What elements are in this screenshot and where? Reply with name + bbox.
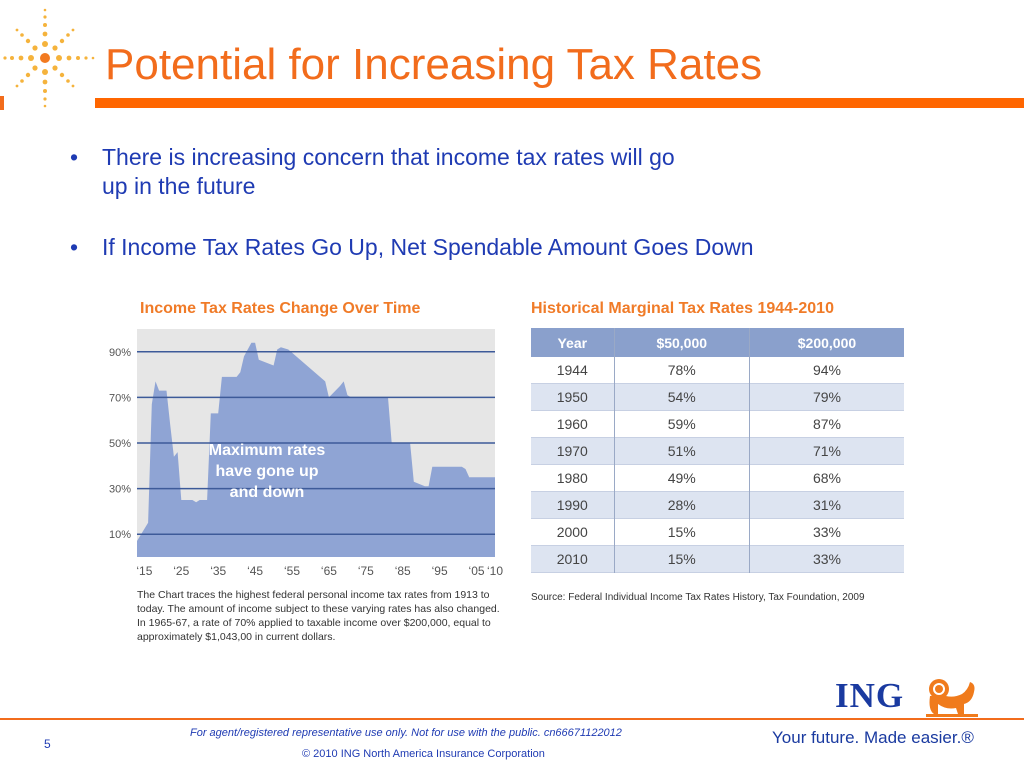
chart-annotation-line: Maximum rates xyxy=(209,442,326,459)
cell-rate-200000: 31% xyxy=(748,491,904,519)
chart-title: Income Tax Rates Change Over Time xyxy=(140,300,421,317)
chart-xtick-label: ‘25 xyxy=(173,564,189,578)
bullet-1-line-1: There is increasing concern that income … xyxy=(102,144,675,170)
chart-xtick-label: ‘75 xyxy=(358,564,374,578)
chart-xtick-label: ‘05 xyxy=(469,564,485,578)
chart-ytick-label: 90% xyxy=(109,347,131,359)
ing-lion-icon xyxy=(926,679,978,717)
table-row: 1980 49% 68% xyxy=(531,464,904,492)
cell-year: 1990 xyxy=(531,491,615,519)
cell-rate-50000: 15% xyxy=(613,518,750,546)
cell-year: 1980 xyxy=(556,470,588,486)
footer-disclaimer: For agent/registered representative use … xyxy=(190,727,622,739)
cell-rate-200000: 79% xyxy=(748,383,904,411)
table-row: 1944 78% 94% xyxy=(531,357,904,384)
chart-note-line: The Chart traces the highest federal per… xyxy=(137,589,490,601)
footer-copyright: © 2010 ING North America Insurance Corpo… xyxy=(302,748,545,760)
chart-note-line: In 1965-67, a rate of 70% applied to tax… xyxy=(137,617,491,629)
cell-rate-200000: 71% xyxy=(748,437,904,465)
chart-xtick-label: ‘95 xyxy=(432,564,448,578)
bullet-2-text: If Income Tax Rates Go Up, Net Spendable… xyxy=(102,234,754,260)
column-header-50000: $50,000 xyxy=(613,328,750,357)
bullet-1-line-2: up in the future xyxy=(102,173,256,199)
ing-tagline: Your future. Made easier.® xyxy=(772,728,974,747)
title-underline xyxy=(95,98,1024,108)
cell-year: 2000 xyxy=(556,524,588,540)
column-header-200000: $200,000 xyxy=(748,328,904,357)
chart-area-series xyxy=(137,342,495,557)
table-row: 2010 15% 33% xyxy=(531,545,904,573)
tax-rate-area-chart: 90% 70% 50% 30% 10% ‘15 ‘25 ‘35 ‘45 ‘55 ‘65 ‘75 ‘85 ‘… xyxy=(109,329,503,578)
chart-xtick-label: ‘35 xyxy=(210,564,226,578)
cell-year: 1944 xyxy=(556,362,588,378)
cell-year: 1960 xyxy=(556,416,588,432)
table-header-row: Year $50,000 $200,000 xyxy=(531,328,904,357)
chart-xtick-label: ‘10 xyxy=(487,564,503,578)
cell-year: 1950 xyxy=(531,383,615,411)
table-title: Historical Marginal Tax Rates 1944-2010 xyxy=(531,300,834,317)
left-edge-marker xyxy=(0,96,4,110)
cell-rate-50000: 59% xyxy=(613,410,750,438)
cell-year: 2010 xyxy=(531,545,615,573)
footer-rule xyxy=(0,718,1024,720)
cell-rate-50000: 15% xyxy=(613,545,750,573)
chart-xtick-label: ‘65 xyxy=(321,564,337,578)
cell-rate-200000: 33% xyxy=(748,518,904,546)
chart-xtick-label: ‘55 xyxy=(284,564,300,578)
bullet-dot: • xyxy=(70,144,79,170)
cell-rate-50000: 28% xyxy=(613,491,750,519)
chart-note-line: today. The amount of income subject to t… xyxy=(137,603,500,615)
cell-rate-50000: 51% xyxy=(613,437,750,465)
cell-rate-50000: 49% xyxy=(613,464,750,492)
chart-xtick-label: ‘85 xyxy=(395,564,411,578)
table-row: 1970 51% 71% xyxy=(531,437,904,465)
cell-rate-200000: 94% xyxy=(748,357,904,384)
starburst-logo-icon xyxy=(3,8,95,108)
table-source-note: Source: Federal Individual Income Tax Ra… xyxy=(531,592,865,603)
chart-ytick-label: 50% xyxy=(109,438,131,450)
chart-note-line: approximately $1,043,00 in current dolla… xyxy=(137,631,336,643)
table-row: 1990 28% 31% xyxy=(531,491,904,519)
table-row: 2000 15% 33% xyxy=(531,518,904,546)
ing-logo-text: ING xyxy=(835,676,905,715)
chart-xtick-label: ‘15 xyxy=(136,564,152,578)
slide-title: Potential for Increasing Tax Rates xyxy=(105,40,763,89)
page-number: 5 xyxy=(44,737,51,751)
chart-ytick-label: 70% xyxy=(109,392,131,404)
cell-year: 1970 xyxy=(531,437,615,465)
cell-rate-200000: 87% xyxy=(748,410,904,438)
chart-ytick-label: 10% xyxy=(109,529,131,541)
tax-rate-table: Year $50,000 $200,000 1944 78% 94% 1950 54%… xyxy=(531,328,904,573)
chart-annotation-line: and down xyxy=(230,484,305,501)
cell-rate-50000: 54% xyxy=(613,383,750,411)
chart-annotation-line: have gone up xyxy=(215,463,318,480)
bullet-dot: • xyxy=(70,234,79,260)
chart-xtick-label: ‘45 xyxy=(247,564,263,578)
table-row: 1960 59% 87% xyxy=(531,410,904,438)
cell-rate-200000: 68% xyxy=(748,464,904,492)
cell-rate-200000: 33% xyxy=(748,545,904,573)
column-header-year: Year xyxy=(531,328,615,357)
chart-ytick-label: 30% xyxy=(109,484,131,496)
table-row: 1950 54% 79% xyxy=(531,383,904,411)
cell-rate-50000: 78% xyxy=(613,357,750,384)
